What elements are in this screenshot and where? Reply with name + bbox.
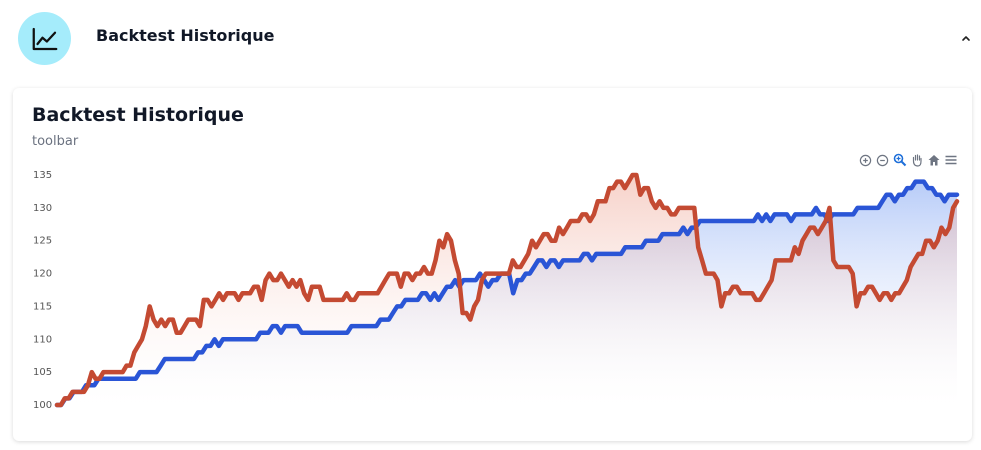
panel-header[interactable]: Backtest Historique: [0, 0, 981, 78]
menu-icon[interactable]: [943, 153, 958, 168]
zoom-in-icon[interactable]: [858, 153, 873, 168]
card-subtitle: toolbar: [32, 134, 79, 149]
zoom-out-icon[interactable]: [875, 153, 890, 168]
chart-card: Backtest Historique toolbar: [13, 88, 972, 441]
pan-hand-icon[interactable]: [909, 153, 924, 168]
home-reset-icon[interactable]: [926, 153, 941, 168]
line-chart-icon: [18, 12, 71, 65]
chevron-up-icon[interactable]: [958, 30, 974, 46]
chart-toolbar: [858, 152, 958, 168]
card-title: Backtest Historique: [32, 104, 244, 126]
zoom-select-icon[interactable]: [892, 153, 907, 168]
panel-title: Backtest Historique: [96, 26, 275, 45]
